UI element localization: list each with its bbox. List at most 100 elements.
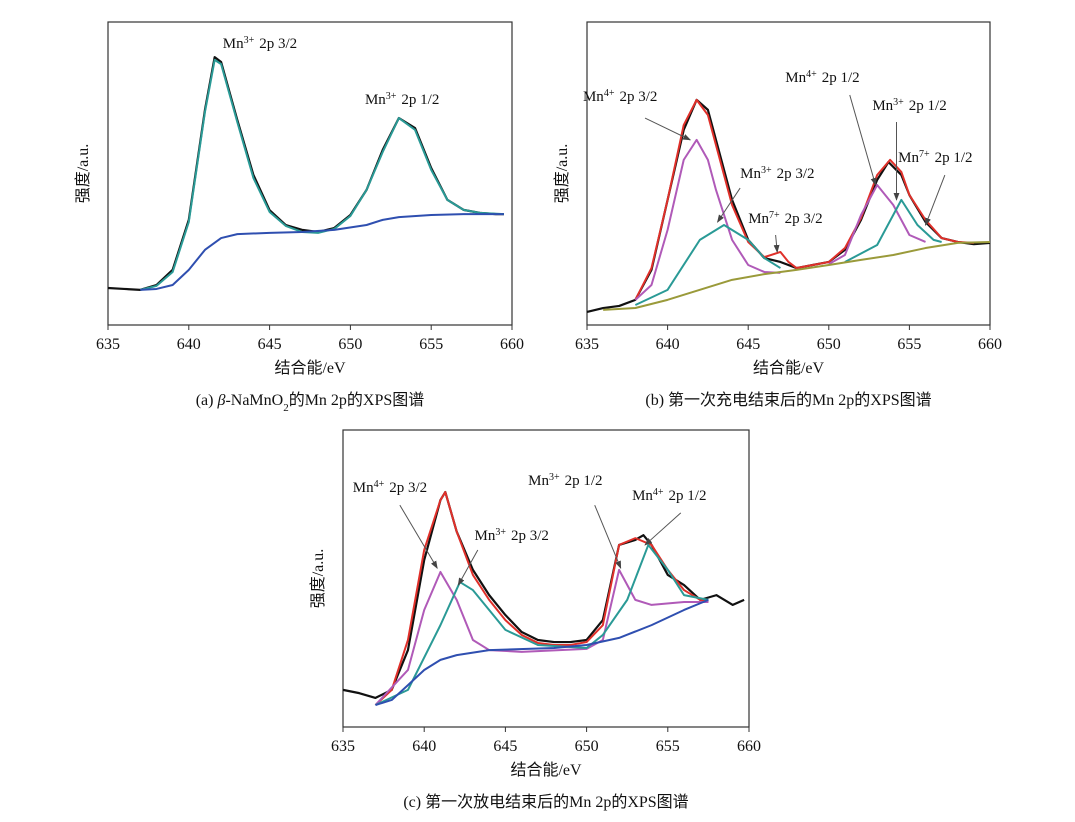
- annotation: Mn4+ 2p 1/2: [632, 487, 706, 505]
- x-tick-label: 655: [897, 336, 921, 353]
- annotation-charge: 4+: [604, 88, 615, 99]
- annotation-orbital: 2p 3/2: [619, 89, 657, 105]
- annotation: Mn3+ 2p 1/2: [528, 471, 602, 489]
- annotation-charge: 3+: [244, 35, 255, 46]
- x-tick-label: 650: [575, 738, 599, 755]
- annotation-ion: Mn: [632, 488, 653, 504]
- x-tick-label: 640: [656, 336, 680, 353]
- annotation: Mn3+ 2p 3/2: [223, 35, 297, 53]
- annotation-orbital: 2p 3/2: [785, 211, 823, 227]
- annotation-arrow: [773, 234, 780, 253]
- x-axis-label: 结合能/eV: [510, 761, 582, 779]
- caption: (b) 第一次充电结束后的Mn 2p的XPS图谱: [645, 391, 931, 409]
- annotation-orbital: 2p 1/2: [669, 488, 707, 504]
- plot-frame: [586, 21, 991, 326]
- annotation-ion: Mn: [748, 211, 769, 227]
- caption: (c) 第一次放电结束后的Mn 2p的XPS图谱: [403, 793, 688, 811]
- x-tick-label: 645: [736, 336, 760, 353]
- annotation-ion: Mn: [583, 89, 604, 105]
- annotation-charge: 7+: [769, 209, 780, 220]
- caption-part: β: [216, 392, 225, 409]
- annotation-orbital: 2p 1/2: [565, 473, 603, 489]
- x-tick-label: 640: [412, 738, 436, 755]
- annotation-charge: 3+: [549, 471, 560, 482]
- caption-part: (c) 第一次放电结束后的Mn 2p的XPS图谱: [403, 793, 688, 811]
- x-tick-label: 660: [500, 336, 524, 353]
- annotation-charge: 3+: [386, 91, 397, 102]
- chart-panel: 635 640 645 650 655 660 结合能/eV 强度/a.u. (b) 第一次充电…: [553, 21, 1002, 409]
- spectrum-line: [375, 543, 709, 706]
- annotation-arrow: [457, 549, 479, 586]
- annotation-orbital: 2p 3/2: [259, 36, 297, 52]
- x-tick-label: 660: [978, 336, 1002, 353]
- caption: (a) βitalic-NaMnO2sub的Mn 2p的XPS图谱: [196, 391, 425, 414]
- spectrum-line: [375, 598, 709, 706]
- caption-part: (a): [196, 392, 218, 409]
- x-tick-label: 655: [419, 336, 443, 353]
- annotation-arrow: [925, 174, 946, 226]
- annotation-charge: 4+: [806, 68, 817, 79]
- x-tick-label: 655: [656, 738, 680, 755]
- x-tick-label: 635: [575, 336, 599, 353]
- annotation-arrow: [644, 512, 682, 546]
- annotation-charge: 3+: [495, 526, 506, 537]
- annotation-ion: Mn: [353, 480, 374, 496]
- annotation-orbital: 2p 1/2: [935, 150, 973, 166]
- annotation-ion: Mn: [223, 36, 244, 52]
- annotation-orbital: 2p 1/2: [822, 70, 860, 86]
- annotation-ion: Mn: [740, 166, 761, 182]
- x-tick-label: 645: [493, 738, 517, 755]
- spectrum-line: [374, 568, 709, 706]
- spectrum-line: [634, 98, 974, 301]
- annotation-orbital: 2p 3/2: [389, 480, 427, 496]
- annotation-arrow: [644, 117, 692, 141]
- annotation-charge: 7+: [919, 148, 930, 159]
- spectrum-line: [634, 138, 926, 301]
- annotation: Mn4+ 2p 3/2: [583, 88, 657, 106]
- caption-part: 的Mn 2p的XPS图谱: [289, 391, 425, 409]
- spectrum-line: [586, 98, 991, 314]
- x-axis-label: 结合能/eV: [753, 359, 825, 377]
- spectrum-line: [374, 491, 709, 706]
- chart-panel: 635 640 645 650 655 660 结合能/eV 强度/a.u. (c) 第一次放电…: [309, 429, 761, 811]
- annotation: Mn7+ 2p 3/2: [748, 209, 822, 227]
- annotation-ion: Mn: [872, 98, 893, 114]
- x-axis-label: 结合能/eV: [274, 359, 346, 377]
- y-axis-label: 强度/a.u.: [553, 144, 571, 204]
- annotation-ion: Mn: [365, 92, 386, 108]
- annotation-arrow: [717, 187, 741, 223]
- annotation: Mn3+ 2p 1/2: [365, 91, 439, 109]
- spectrum-line: [634, 198, 942, 306]
- spectrum-line: [140, 58, 504, 291]
- x-tick-label: 635: [331, 738, 355, 755]
- annotation-ion: Mn: [785, 70, 806, 86]
- caption-part: 2: [283, 402, 289, 414]
- annotation-orbital: 2p 1/2: [909, 98, 947, 114]
- x-tick-label: 645: [258, 336, 282, 353]
- y-axis-label: 强度/a.u.: [74, 144, 92, 204]
- plot-frame: [342, 429, 750, 728]
- x-tick-label: 635: [96, 336, 120, 353]
- x-tick-label: 650: [338, 336, 362, 353]
- annotation: Mn4+ 2p 3/2: [353, 479, 427, 497]
- annotation-ion: Mn: [528, 473, 549, 489]
- annotation-charge: 3+: [761, 165, 772, 176]
- annotation: Mn3+ 2p 3/2: [475, 526, 549, 544]
- caption-part: (b) 第一次充电结束后的Mn 2p的XPS图谱: [645, 391, 931, 409]
- x-tick-label: 640: [177, 336, 201, 353]
- annotation-arrow: [594, 504, 622, 570]
- annotation-arrow: [399, 504, 438, 569]
- annotation-charge: 4+: [653, 487, 664, 498]
- annotation-orbital: 2p 1/2: [401, 92, 439, 108]
- x-tick-label: 660: [737, 738, 761, 755]
- annotation-ion: Mn: [475, 528, 496, 544]
- annotation: Mn7+ 2p 1/2: [898, 148, 972, 166]
- spectrum-line: [140, 213, 504, 291]
- y-axis-label: 强度/a.u.: [309, 549, 327, 609]
- annotation-orbital: 2p 3/2: [511, 528, 549, 544]
- chart-panel: 635 640 645 650 655 660 结合能/eV 强度/a.u. (a) βital…: [74, 21, 524, 414]
- annotation-charge: 3+: [893, 96, 904, 107]
- plot-frame: [107, 21, 513, 326]
- spectrum-line: [603, 240, 991, 311]
- annotation-charge: 4+: [374, 479, 385, 490]
